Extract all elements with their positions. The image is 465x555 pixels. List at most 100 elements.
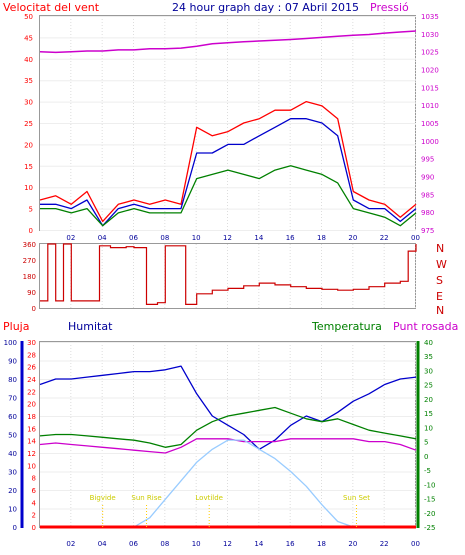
y-tick-label: 90 (27, 289, 36, 297)
x-tick-label: 14 (254, 234, 263, 242)
compass-letter: W (436, 258, 447, 271)
compass-letter: N (436, 304, 444, 317)
y-tick-label: 40 (424, 339, 433, 347)
wind-gust-line (39, 100, 417, 223)
event-label: Lovtilde (195, 494, 223, 502)
y-tick-label: 1025 (421, 49, 439, 57)
y-tick-label: 35 (424, 353, 433, 361)
y-tick-label: 35 (24, 77, 33, 85)
x-tick-label: 12 (223, 540, 232, 548)
y-tick-label: 180 (23, 273, 36, 281)
y-tick-label: 5 (29, 206, 33, 214)
y-tick-label: 985 (421, 191, 434, 199)
x-tick-label: 06 (129, 234, 138, 242)
y-tick-label: 50 (24, 13, 33, 21)
rain-axis-title: Pluja (3, 320, 29, 333)
y-tick-label: -5 (424, 467, 431, 475)
y-tick-label: 24 (27, 376, 36, 384)
y-tick-label: -25 (424, 524, 435, 532)
y-tick-label: 16 (27, 425, 36, 433)
wind-average-line (40, 165, 417, 227)
y-tick-label: 40 (24, 56, 33, 64)
compass-letter: N (436, 242, 444, 255)
x-tick-label: 02 (66, 540, 75, 548)
y-tick-label: 10 (24, 184, 33, 192)
y-tick-label: 10 (8, 506, 17, 514)
y-tick-label: 10 (424, 424, 433, 432)
y-tick-label: -20 (424, 510, 435, 518)
y-tick-label: 1030 (421, 31, 439, 39)
y-tick-label: 1005 (421, 120, 439, 128)
pressure-axis-title: Pressió (370, 1, 409, 14)
y-tick-label: 995 (421, 156, 434, 164)
x-tick-label: 20 (348, 234, 357, 242)
y-tick-label: 25 (424, 382, 433, 390)
x-tick-label: 00 (411, 234, 420, 242)
y-tick-label: 975 (421, 227, 434, 235)
x-tick-label: 06 (129, 540, 138, 548)
y-tick-label: 0 (29, 227, 33, 235)
y-tick-label: 980 (421, 209, 434, 217)
y-tick-label: 1000 (421, 138, 439, 146)
y-tick-label: 2 (32, 512, 36, 520)
y-tick-label: 25 (24, 120, 33, 128)
temperature-axis-title: Temperatura (311, 320, 382, 333)
y-tick-label: 8 (32, 475, 36, 483)
x-tick-label: 12 (223, 234, 232, 242)
y-tick-label: 60 (8, 413, 17, 421)
x-tick-label: 00 (411, 540, 420, 548)
y-tick-label: 20 (27, 401, 36, 409)
y-tick-label: 6 (32, 487, 37, 495)
x-tick-label: 22 (380, 540, 389, 548)
y-tick-label: 22 (27, 388, 36, 396)
dewpoint-axis-title: Punt rosada (393, 320, 458, 333)
y-tick-label: 26 (27, 364, 36, 372)
y-tick-label: 30 (27, 339, 36, 347)
wind-speed-axis-title: Velocitat del vent (3, 1, 100, 14)
y-tick-label: 30 (8, 469, 17, 477)
compass-letter: S (436, 274, 443, 287)
y-tick-label: 0 (13, 524, 17, 532)
series-layer (39, 30, 417, 529)
y-tick-label: 15 (24, 163, 33, 171)
event-label: Sun Rise (131, 494, 161, 502)
y-tick-label: 28 (27, 351, 36, 359)
y-tick-label: 0 (32, 305, 36, 313)
x-tick-label: 16 (286, 234, 295, 242)
y-tick-label: 360 (23, 241, 36, 249)
x-tick-label: 08 (160, 234, 169, 242)
y-tick-label: 0 (424, 453, 428, 461)
event-label: Sun Set (343, 494, 370, 502)
wind-direction-line (40, 243, 417, 305)
y-tick-label: 40 (8, 450, 17, 458)
direction-panel-frame (39, 243, 416, 309)
x-tick-label: 04 (98, 234, 107, 242)
x-tick-label: 02 (66, 234, 75, 242)
x-tick-label: 14 (254, 540, 263, 548)
compass-letters: N W S E N (436, 242, 447, 317)
y-tick-label: 5 (424, 439, 428, 447)
y-tick-label: 20 (424, 396, 433, 404)
y-tick-label: 990 (421, 174, 434, 182)
y-tick-label: 30 (424, 367, 433, 375)
temperature-line (39, 406, 417, 448)
y-tick-label: 100 (4, 339, 17, 347)
compass-letter: E (436, 290, 443, 303)
y-tick-label: 45 (24, 34, 33, 42)
humidity-axis-title: Humitat (68, 320, 113, 333)
y-tick-label: -15 (424, 496, 435, 504)
y-tick-label: 4 (32, 499, 37, 507)
y-tick-label: 0 (32, 524, 36, 532)
x-tick-label: 08 (160, 540, 169, 548)
y-tick-label: 30 (24, 99, 33, 107)
y-tick-label: 1015 (421, 84, 439, 92)
chart-title: 24 hour graph day : 07 Abril 2015 (172, 1, 359, 14)
dewpoint-line (39, 438, 417, 454)
event-label: Bigvide (90, 494, 116, 502)
y-tick-label: 14 (27, 438, 36, 446)
y-tick-label: 1035 (421, 13, 439, 21)
x-tick-label: 16 (286, 540, 295, 548)
